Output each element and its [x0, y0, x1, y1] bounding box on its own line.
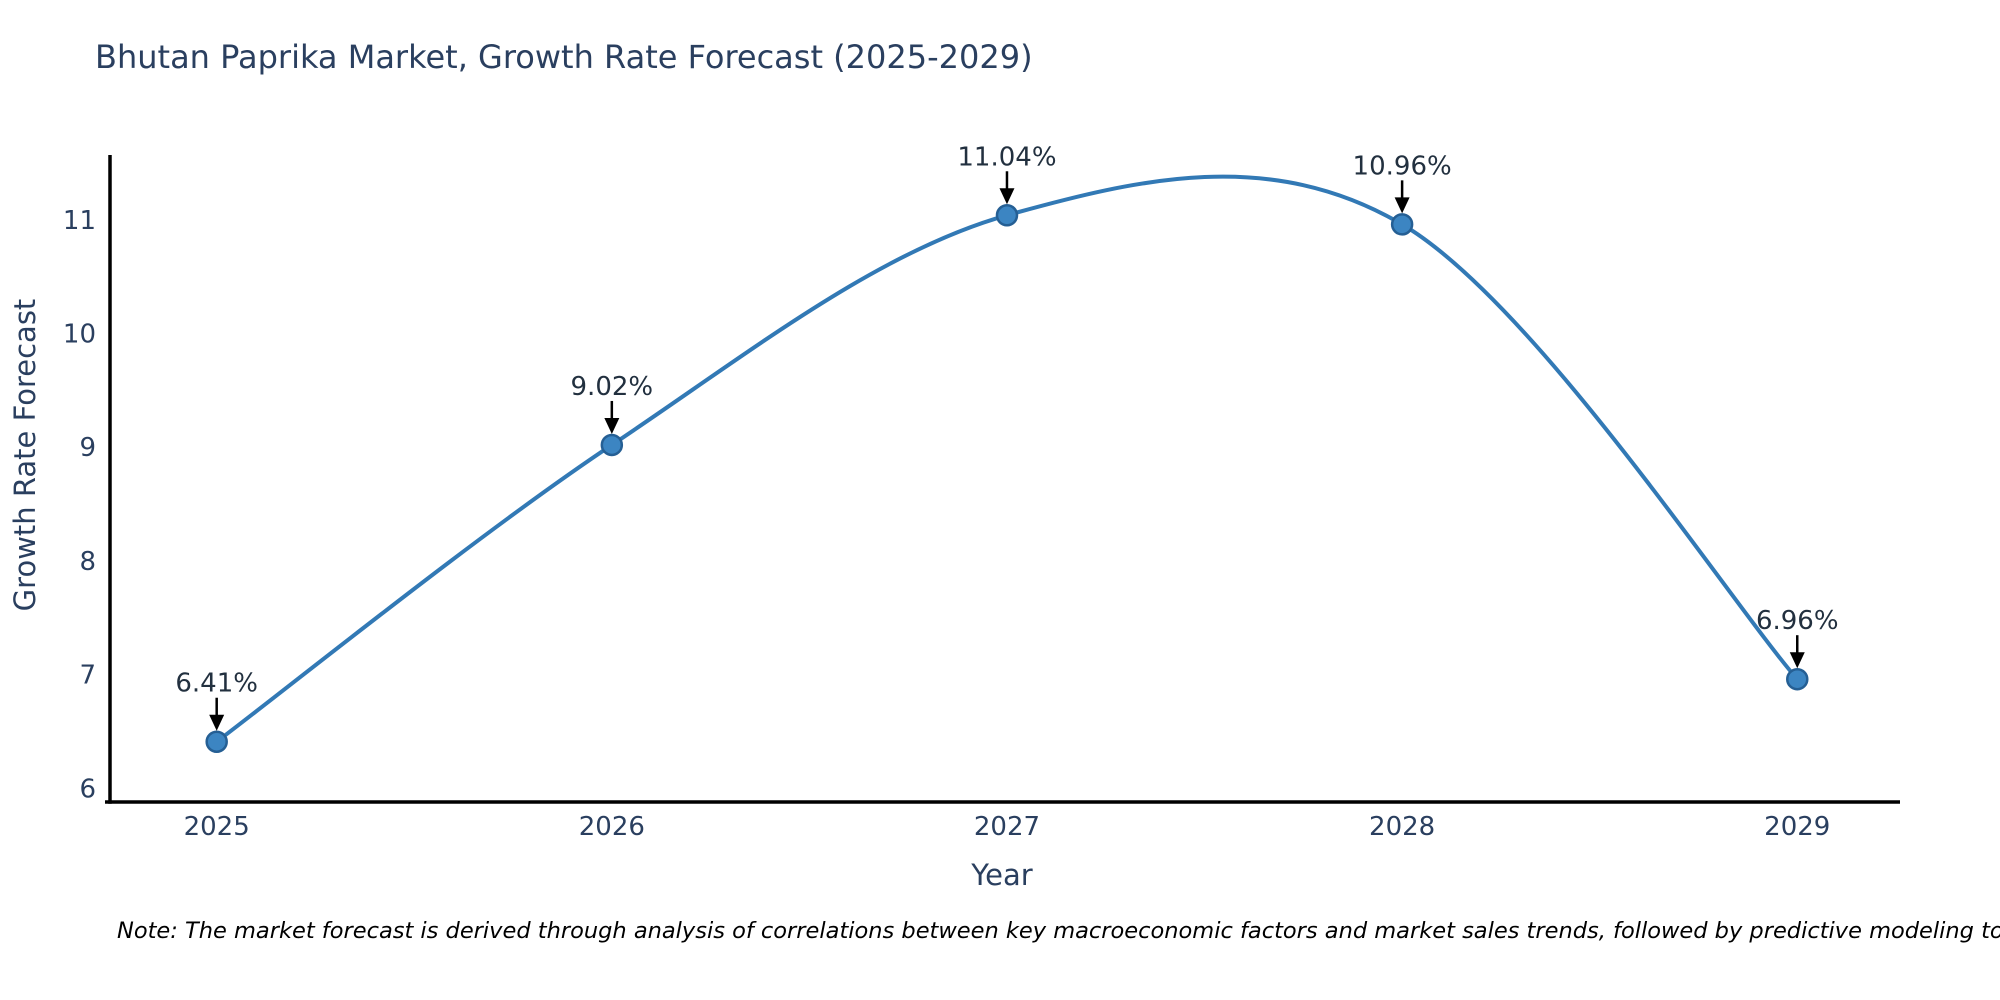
y-axis-label: Growth Rate Forecast	[8, 298, 42, 612]
data-point-2028	[1390, 213, 1414, 236]
x-axis-label: Year	[971, 858, 1033, 892]
y-tick-label: 10	[63, 320, 96, 350]
point-value-label: 6.96%	[1756, 606, 1839, 636]
annotation-arrow-head	[604, 417, 620, 434]
data-point-2025	[205, 730, 228, 753]
x-tick-label: 2029	[1764, 812, 1830, 842]
point-value-label: 11.04%	[957, 142, 1056, 172]
y-tick-label: 6	[79, 774, 96, 804]
point-value-label: 9.02%	[571, 372, 654, 402]
data-point-2026	[600, 433, 624, 457]
chart-title: Bhutan Paprika Market, Growth Rate Forec…	[95, 38, 1033, 76]
y-tick-label: 11	[63, 206, 96, 236]
y-tick-label: 9	[79, 433, 96, 463]
data-point-2029	[1786, 667, 1809, 691]
annotation-arrow-head	[1394, 197, 1410, 214]
x-tick-label: 2026	[579, 812, 645, 842]
forecast-line	[214, 174, 1800, 744]
y-tick-label: 7	[79, 661, 96, 691]
x-tick-label: 2025	[184, 812, 250, 842]
x-tick-label: 2027	[974, 812, 1040, 842]
chart-note: Note: The market forecast is derived thr…	[117, 918, 2000, 944]
data-point-2027	[995, 204, 1019, 227]
point-value-label: 10.96%	[1353, 151, 1452, 181]
annotation-arrow-head	[999, 188, 1015, 205]
annotation-arrow-head	[209, 714, 225, 731]
point-value-label: 6.41%	[175, 669, 258, 699]
x-tick-label: 2028	[1369, 812, 1435, 842]
y-tick-label: 8	[79, 547, 96, 577]
annotation-arrow-head	[1789, 652, 1805, 669]
